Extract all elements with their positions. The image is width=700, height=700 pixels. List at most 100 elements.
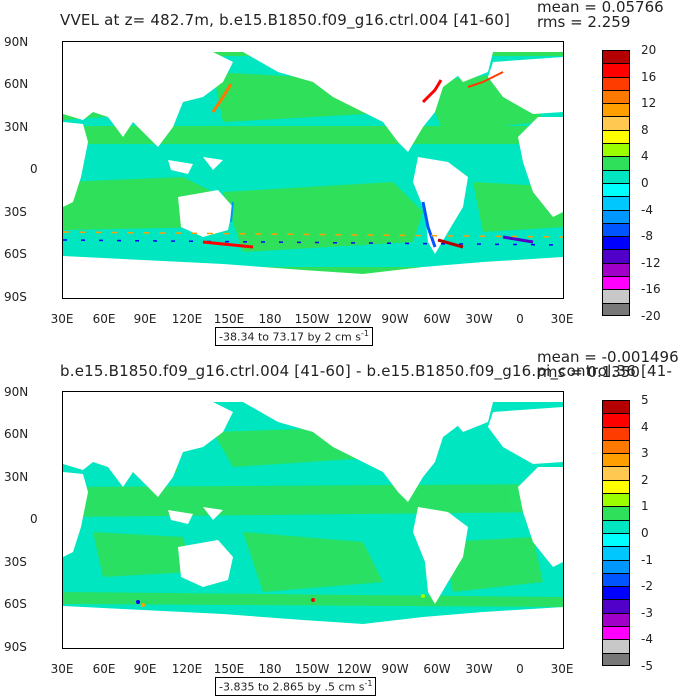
lon-label: 150E xyxy=(213,312,245,326)
colorbar-swatch xyxy=(602,182,630,197)
lon-label: 180 xyxy=(258,312,282,326)
bottom-panel: b.e15.B1850.f09_g16.ctrl.004 [41-60] - b… xyxy=(0,350,700,700)
colorbar-swatch xyxy=(602,612,630,627)
top-panel: VVEL at z= 482.7m, b.e15.B1850.f09_g16.c… xyxy=(4,0,664,346)
colorbar-label: -20 xyxy=(641,309,661,323)
colorbar-swatch xyxy=(602,116,630,130)
colorbar-label: 8 xyxy=(641,122,649,137)
colorbar-swatch xyxy=(602,479,630,494)
lon-label: 0 xyxy=(516,662,524,676)
colorbar-label: 16 xyxy=(641,69,657,84)
colorbar-swatch xyxy=(602,626,630,640)
colorbar-label: -2 xyxy=(641,579,653,594)
colorbar-swatch xyxy=(602,413,630,427)
colorbar-label: -5 xyxy=(641,659,653,673)
map-svg xyxy=(63,392,563,648)
colorbar xyxy=(602,50,630,316)
colorbar-swatch xyxy=(602,209,630,223)
colorbar-swatch xyxy=(602,289,630,303)
colorbar-label: 12 xyxy=(641,96,657,111)
plot-title: VVEL at z= 482.7m, b.e15.B1850.f09_g16.c… xyxy=(60,11,511,29)
lat-label: 0 xyxy=(30,512,38,526)
colorbar-swatch xyxy=(602,262,630,277)
colorbar-swatch xyxy=(602,652,630,666)
lon-label: 60W xyxy=(423,312,451,326)
colorbar-swatch xyxy=(602,466,630,480)
lat-label: 60N xyxy=(4,427,29,441)
colorbar-swatch xyxy=(602,400,630,414)
colorbar-swatch xyxy=(602,222,630,237)
lon-label: 0 xyxy=(516,312,524,326)
lat-label: 30S xyxy=(4,205,27,219)
lat-label: 30N xyxy=(4,120,29,134)
lon-label: 150W xyxy=(294,662,330,676)
range-label: -3.835 to 2.865 by .5 cm s-1 xyxy=(215,677,377,696)
stats-rms: rms = 0.1350 xyxy=(537,363,640,381)
colorbar-label: 20 xyxy=(641,43,657,57)
colorbar-swatch xyxy=(602,63,630,77)
colorbar-label: 3 xyxy=(641,446,649,461)
colorbar-label: 0 xyxy=(641,526,649,540)
colorbar-swatch xyxy=(602,493,630,507)
lon-label: 150W xyxy=(294,312,330,326)
lat-label: 90N xyxy=(4,35,29,49)
colorbar-label: -1 xyxy=(641,552,653,567)
colorbar-label: 2 xyxy=(641,472,649,487)
lon-label: 30E xyxy=(550,662,574,676)
range-label: -38.34 to 73.17 by 2 cm s-1 xyxy=(215,327,373,346)
lat-label: 60S xyxy=(4,247,27,261)
lon-label: 90W xyxy=(381,662,409,676)
colorbar-swatch xyxy=(602,249,630,263)
colorbar-swatch xyxy=(602,89,630,104)
map-svg xyxy=(63,42,563,298)
lon-label: 120W xyxy=(336,662,372,676)
lon-label: 60W xyxy=(423,662,451,676)
lat-label: 30N xyxy=(4,470,29,484)
lon-label: 150E xyxy=(213,662,245,676)
lat-label: 90S xyxy=(4,640,27,654)
colorbar-swatch xyxy=(602,129,630,144)
lon-label: 60E xyxy=(92,312,116,326)
colorbar-swatch xyxy=(602,439,630,454)
lat-label: 90S xyxy=(4,290,27,304)
stats-rms: rms = 2.259 xyxy=(537,13,631,31)
lon-label: 90W xyxy=(381,312,409,326)
anomaly-spots xyxy=(136,594,425,607)
colorbar-label: 4 xyxy=(641,149,649,164)
lon-label: 30E xyxy=(550,312,574,326)
land-masses xyxy=(63,392,563,648)
lon-label: 120E xyxy=(171,662,203,676)
colorbar-swatch xyxy=(602,302,630,316)
lon-label: 90E xyxy=(133,662,157,676)
stats-box: mean = 0.05766 rms = 2.259 xyxy=(537,0,664,30)
colorbar-swatch xyxy=(602,76,630,90)
lat-label: 60N xyxy=(4,77,29,91)
colorbar-swatch xyxy=(602,453,630,467)
colorbar-label: -3 xyxy=(641,605,653,620)
stats-mean: mean = 0.05766 xyxy=(537,0,664,16)
colorbar-label: -8 xyxy=(641,229,653,244)
colorbar-swatch xyxy=(602,599,630,613)
colorbar-label: 5 xyxy=(641,393,649,407)
colorbar-swatch xyxy=(602,639,630,653)
velocity-diff-map xyxy=(62,391,564,649)
lon-label: 120W xyxy=(336,312,372,326)
plot-title: b.e15.B1850.f09_g16.ctrl.004 [41-60] - b… xyxy=(60,362,673,380)
lon-label: 60E xyxy=(92,662,116,676)
colorbar-swatch xyxy=(602,50,630,64)
lon-label: 120E xyxy=(171,312,203,326)
colorbar-swatch xyxy=(602,196,630,210)
lat-label: 30S xyxy=(4,555,27,569)
stats-box: mean = -0.001496 rms = 0.1350 xyxy=(537,350,679,380)
colorbar-label: 4 xyxy=(641,419,649,434)
colorbar xyxy=(602,400,630,666)
colorbar-label: 0 xyxy=(641,176,649,190)
boundary-currents xyxy=(63,71,563,249)
velocity-map xyxy=(62,41,564,299)
lon-label: 180 xyxy=(258,662,282,676)
colorbar-swatch xyxy=(602,586,630,600)
lon-label: 90E xyxy=(133,312,157,326)
colorbar-label: -16 xyxy=(641,282,661,297)
colorbar-label: -12 xyxy=(641,255,661,270)
colorbar-label: 1 xyxy=(641,499,649,514)
